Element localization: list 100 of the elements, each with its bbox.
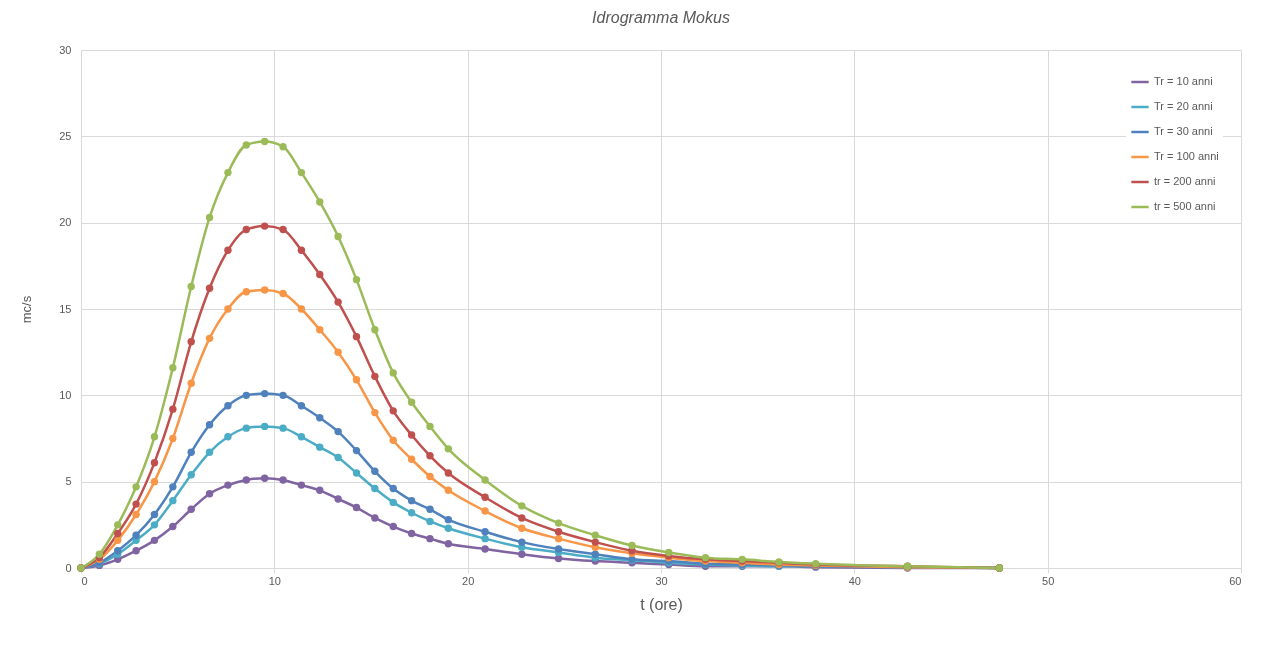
point [114, 529, 122, 538]
point [169, 483, 177, 491]
x-tick-label: 0 [81, 574, 88, 587]
point [444, 469, 453, 477]
point [591, 538, 599, 546]
point [407, 398, 416, 406]
y-tick-label: 0 [65, 561, 72, 574]
point [334, 298, 342, 306]
point [205, 213, 214, 222]
point [316, 326, 324, 334]
point [205, 284, 214, 292]
point [242, 391, 251, 400]
point [371, 484, 379, 493]
point [224, 433, 232, 441]
point [554, 528, 563, 536]
point [242, 476, 251, 484]
point [150, 536, 159, 545]
point [316, 414, 324, 422]
point [114, 536, 122, 545]
point [169, 405, 177, 413]
point [334, 453, 342, 462]
point [554, 519, 563, 527]
point [187, 338, 195, 346]
point [407, 496, 416, 505]
point [407, 509, 416, 517]
legend-label: tr = 200 anni [1154, 175, 1216, 187]
point [279, 289, 287, 298]
point [389, 369, 397, 377]
point [444, 524, 453, 532]
point [187, 379, 195, 387]
point [150, 521, 159, 529]
point [224, 481, 232, 489]
point [481, 534, 489, 543]
point [224, 246, 232, 254]
point [334, 495, 342, 503]
point [389, 484, 397, 493]
x-tick-label: 60 [1229, 574, 1242, 587]
point [554, 534, 563, 543]
point [591, 550, 599, 558]
point [297, 305, 306, 313]
point [205, 448, 214, 457]
point [316, 198, 324, 206]
point [407, 455, 416, 463]
point [554, 545, 563, 553]
point [628, 541, 636, 550]
point [426, 472, 434, 481]
point [518, 514, 526, 522]
point [389, 436, 397, 444]
point [297, 246, 306, 254]
x-tick-label: 50 [1042, 574, 1055, 587]
point [481, 476, 489, 484]
point [481, 493, 489, 501]
point [205, 420, 214, 429]
chart-title: Idrogramma Mokus [592, 9, 730, 26]
point [407, 529, 416, 538]
point [169, 364, 177, 372]
point [426, 422, 434, 431]
x-tick-label: 20 [462, 574, 475, 587]
point [224, 168, 232, 177]
y-tick-label: 30 [59, 43, 72, 56]
point [169, 496, 177, 505]
point [481, 528, 489, 536]
x-tick-label: 10 [268, 574, 281, 587]
point [371, 514, 379, 522]
point [297, 481, 306, 489]
point [224, 401, 232, 410]
point [426, 534, 434, 543]
y-axis-title: mc/s [19, 295, 35, 324]
point [150, 477, 159, 486]
point [316, 443, 324, 451]
legend-label: Tr = 30 anni [1154, 125, 1213, 137]
point [114, 521, 122, 529]
point [242, 225, 251, 234]
point [352, 275, 361, 284]
y-tick-label: 25 [59, 129, 72, 142]
point [297, 433, 306, 441]
point [150, 458, 159, 467]
point [444, 515, 453, 524]
point [187, 471, 195, 479]
point [279, 476, 287, 484]
point [481, 507, 489, 515]
point [205, 334, 214, 343]
point [554, 554, 563, 563]
point [665, 548, 673, 557]
point [407, 431, 416, 439]
point [205, 490, 214, 498]
point [334, 427, 342, 436]
point [132, 510, 140, 519]
point [279, 142, 287, 151]
point [426, 517, 434, 526]
x-tick-label: 30 [655, 574, 668, 587]
point [518, 550, 526, 558]
point [591, 531, 599, 539]
point [187, 505, 195, 513]
point [187, 282, 195, 291]
x-tick-label: 40 [848, 574, 861, 587]
y-tick-label: 10 [59, 388, 72, 401]
legend-label: tr = 500 anni [1154, 200, 1216, 212]
point [481, 545, 489, 553]
point [316, 486, 324, 494]
